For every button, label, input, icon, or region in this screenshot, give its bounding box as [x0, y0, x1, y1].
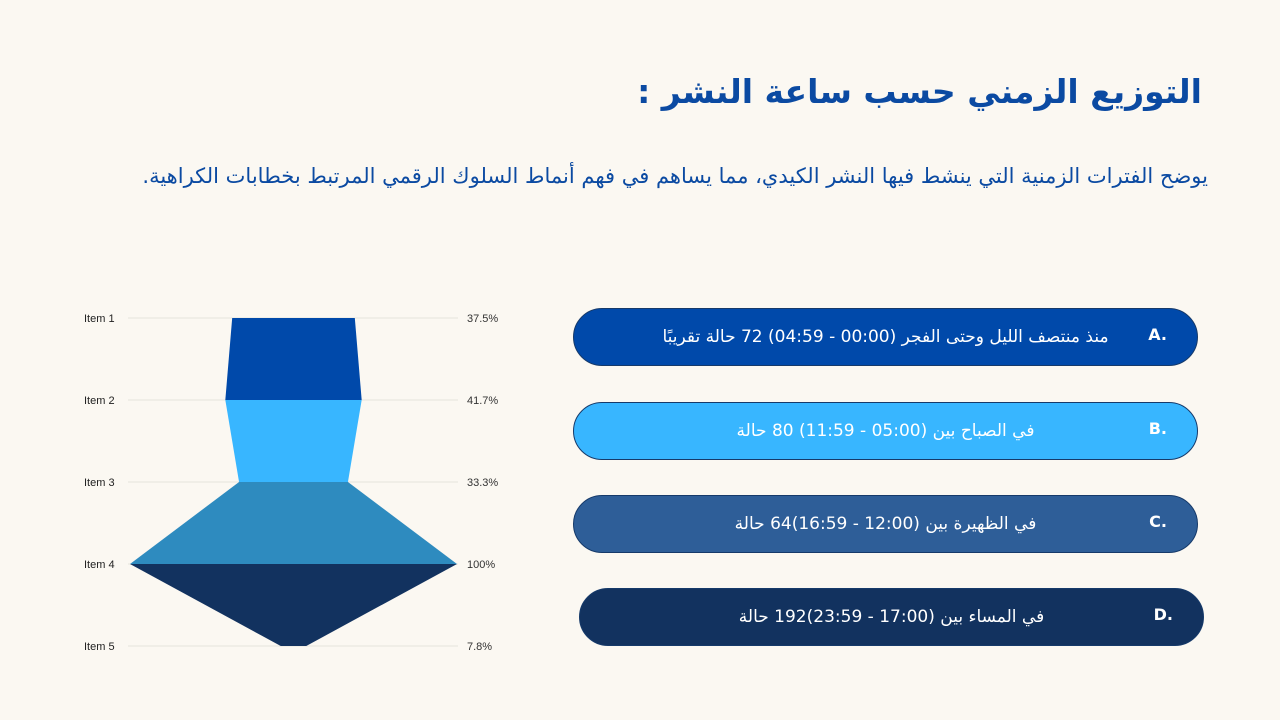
card-b: B. في الصباح بين (05:00 - 11:59) 80 حالة: [573, 402, 1198, 460]
card-d: D. في المساء بين (17:00 - 23:59)192 حالة: [579, 588, 1204, 646]
card-c: C. في الظهيرة بين (12:00 - 16:59)64 حالة: [573, 495, 1198, 553]
value-label: 100%: [467, 559, 495, 571]
category-label: Item 1: [84, 313, 115, 325]
funnel-segment: [130, 564, 457, 646]
card-letter: D.: [1153, 605, 1173, 624]
funnel-segment: [225, 400, 362, 482]
funnel-segment: [225, 318, 362, 400]
value-label: 37.5%: [467, 313, 498, 325]
card-text: في الظهيرة بين (12:00 - 16:59)64 حالة: [734, 514, 1037, 534]
value-label: 7.8%: [467, 641, 492, 653]
card-text: في المساء بين (17:00 - 23:59)192 حالة: [738, 607, 1045, 627]
card-text: منذ منتصف الليل وحتى الفجر (00:00 - 04:5…: [662, 327, 1109, 347]
page-description: يوضح الفترات الزمنية التي ينشط فيها النش…: [142, 164, 1208, 188]
category-label: Item 4: [84, 559, 115, 571]
page-title: التوزيع الزمني حسب ساعة النشر :: [637, 72, 1202, 111]
card-letter: B.: [1148, 419, 1167, 438]
card-text: في الصباح بين (05:00 - 11:59) 80 حالة: [736, 421, 1035, 441]
category-label: Item 3: [84, 477, 115, 489]
funnel-chart: Item 1 37.5% Item 2 41.7% Item 3 33.3% Item 4 1…: [84, 313, 498, 653]
card-a: A. منذ منتصف الليل وحتى الفجر (00:00 - 0…: [573, 308, 1198, 366]
funnel-segment: [130, 482, 457, 564]
value-label: 33.3%: [467, 477, 498, 489]
card-letter: A.: [1148, 325, 1167, 344]
card-letter: C.: [1149, 512, 1167, 531]
value-label: 41.7%: [467, 395, 498, 407]
category-label: Item 2: [84, 395, 115, 407]
category-label: Item 5: [84, 641, 115, 653]
